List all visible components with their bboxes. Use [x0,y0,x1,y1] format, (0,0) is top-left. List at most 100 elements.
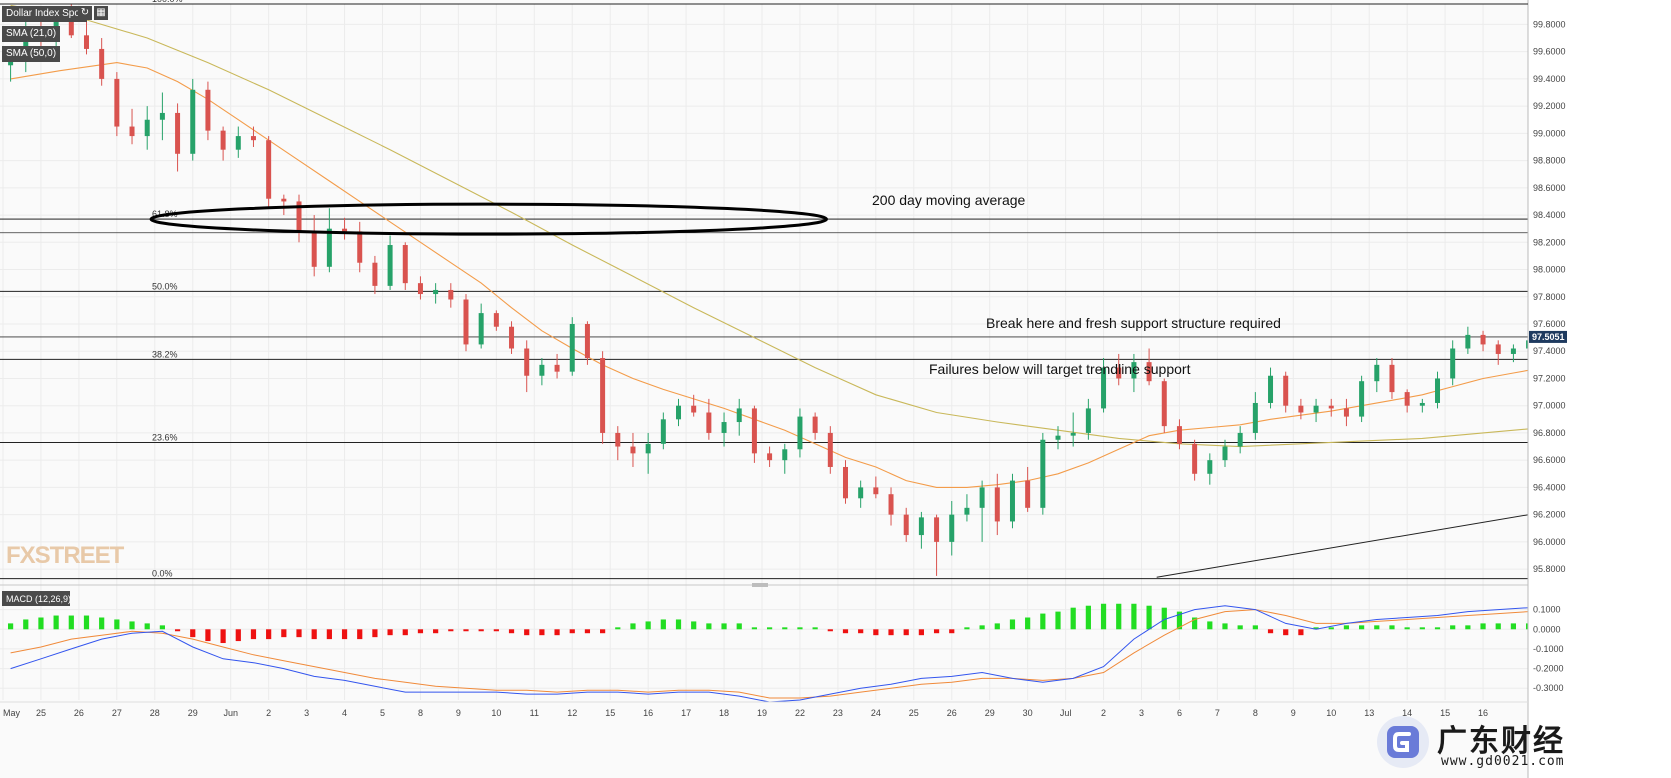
symbol-label[interactable]: Dollar Index Spot [2,6,87,22]
candle-body [903,514,909,536]
macd-histogram-bar [554,629,560,636]
macd-histogram-bar [68,615,74,630]
macd-histogram-bar [341,629,348,640]
macd-histogram-bar [205,629,211,642]
macd-histogram-bar [372,629,378,638]
y-tick-label: 97.8000 [1533,292,1566,302]
macd-histogram-bar [1510,623,1517,630]
candle-body [402,245,408,284]
x-tick-label: 18 [719,708,729,718]
candle-body [220,130,226,150]
y-tick-label: 96.2000 [1533,510,1566,520]
refresh-icon[interactable]: ↻ [78,6,92,20]
candle-body [721,422,727,433]
candle-body [691,405,697,413]
macd-histogram-bar [645,621,651,630]
macd-histogram-bar [478,629,484,632]
x-tick-label: 23 [833,708,843,718]
candle-body [372,262,378,286]
candle-body [235,136,241,150]
candle-body [509,326,515,349]
macd-histogram-bar [83,615,90,630]
x-tick-label: 25 [909,708,919,718]
x-tick-label: 15 [605,708,615,718]
plot-background [0,0,1528,778]
y-tick-label: 99.6000 [1533,47,1566,57]
macd-histogram-bar [220,629,226,644]
x-tick-label: 15 [1440,708,1450,718]
macd-histogram-bar [417,629,424,634]
candle-body [539,364,545,376]
candle-body [1192,443,1198,474]
macd-histogram-bar [1465,625,1471,630]
macd-histogram-bar [23,619,29,630]
candle-body [144,119,150,137]
sma21-label[interactable]: SMA (21,0) [2,26,61,42]
candle-body [205,89,211,131]
macd-histogram-bar [766,627,773,630]
calendar-icon[interactable]: ▦ [94,6,108,20]
fib-level-label: 100.0% [152,0,183,4]
annotation-text: Failures below will target trendline sup… [929,361,1191,377]
macd-histogram-bar [463,629,469,632]
candle-body [23,27,29,59]
candle-body [342,228,348,232]
macd-histogram-bar [7,623,14,630]
x-tick-label: 24 [871,708,881,718]
sma50-label[interactable]: SMA (50,0) [2,46,61,62]
x-tick-label: 27 [112,708,122,718]
y-axis-background [1528,0,1671,778]
macd-histogram-bar [1070,607,1076,630]
macd-histogram-bar [281,629,287,638]
macd-histogram-bar [539,629,545,636]
candle-body [964,507,970,515]
x-tick-label: 29 [985,708,995,718]
horizontal-levels: 100.0%61.8%50.0%38.2%23.6%0.0% [0,0,1528,580]
x-tick-label: 2 [266,708,271,718]
candle-body [190,89,196,154]
macd-histogram-bar [1176,611,1183,630]
macd-histogram-bar [326,629,332,640]
macd-histogram-bar [1434,627,1441,630]
candle-body [129,126,135,137]
macd-histogram-bar [448,629,454,632]
candle-body [994,487,1000,522]
candle-body [1495,344,1501,354]
x-tick-label: May [3,708,21,718]
y-tick-label: 98.4000 [1533,210,1566,220]
x-tick-label: 12 [567,708,577,718]
macd-histogram-bar [1131,603,1137,630]
candle-body [569,324,575,372]
candle-body [478,313,484,345]
macd-histogram-bar [1419,627,1425,630]
candle-body [99,48,105,79]
candle-body [68,21,74,36]
x-tick-label: 4 [342,708,347,718]
candle-body [797,416,803,450]
macd-histogram-bar [1192,617,1198,630]
macd-histogram-bar [660,619,666,630]
macd-histogram-bar [736,623,742,630]
macd-histogram-bar [1040,613,1046,630]
candle-body [311,231,317,267]
candle-body [1025,480,1031,508]
macd-histogram-bar [949,629,955,634]
candle-body [676,405,682,420]
y-tick-label: 96.0000 [1533,537,1566,547]
macd-histogram-bar [114,619,120,630]
candle-body [448,289,454,300]
x-tick-label: 16 [643,708,653,718]
x-tick-label: 9 [1291,708,1296,718]
macd-histogram-bar [1359,625,1365,630]
macd-histogram-bar [1146,605,1152,630]
candle-body [281,198,287,202]
macd-histogram-bar [751,627,758,630]
candle-body [1207,460,1213,474]
y-tick-label: 98.0000 [1533,265,1566,275]
candle-body [1237,432,1243,447]
drawings [149,202,1671,578]
current-price-label: 97.5051 [1532,332,1565,342]
y-tick-label: 97.4000 [1533,346,1566,356]
